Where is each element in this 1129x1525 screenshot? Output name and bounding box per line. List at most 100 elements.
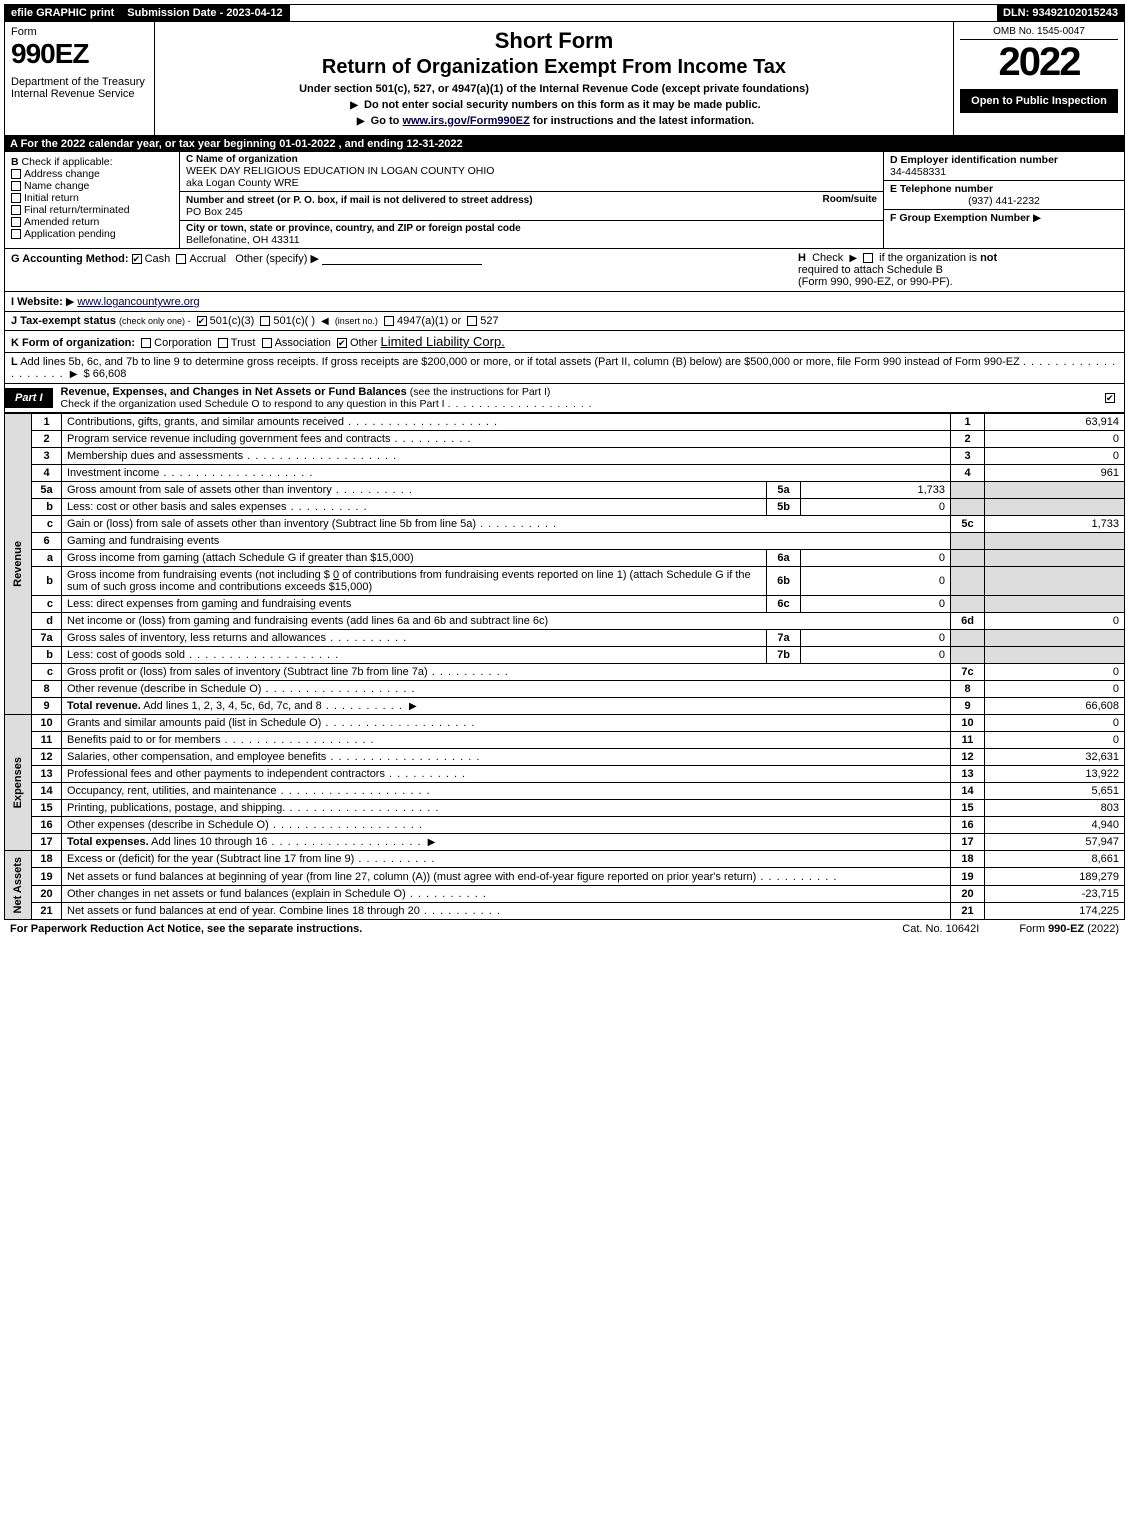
d-ein-label: D Employer identification number xyxy=(890,154,1058,166)
checkbox-icon[interactable] xyxy=(11,181,21,191)
desc-text: Grants and similar amounts paid (list in… xyxy=(67,717,321,729)
website-link[interactable]: www.logancountywre.org xyxy=(77,296,199,308)
checkbox-icon[interactable] xyxy=(11,217,21,227)
dots-fill xyxy=(261,683,415,695)
col-shade xyxy=(951,533,985,550)
desc-text: Gross sales of inventory, less returns a… xyxy=(67,632,326,644)
d-ein: D Employer identification number 34-4458… xyxy=(884,152,1124,181)
part-tag: Part I xyxy=(5,388,53,408)
table-row: Expenses 10 Grants and similar amounts p… xyxy=(5,715,1125,732)
box-value: 0 xyxy=(801,550,951,567)
row-desc: Contributions, gifts, grants, and simila… xyxy=(62,414,951,431)
col-label: 8 xyxy=(951,681,985,698)
title-return: Return of Organization Exempt From Incom… xyxy=(163,56,945,79)
checkbox-icon[interactable] xyxy=(1105,393,1115,403)
table-row: Revenue 1 Contributions, gifts, grants, … xyxy=(5,414,1125,431)
checkbox-icon[interactable] xyxy=(176,254,186,264)
col-label: 21 xyxy=(951,903,985,920)
col-value: 0 xyxy=(985,681,1125,698)
desc-text: Excess or (deficit) for the year (Subtra… xyxy=(67,853,354,865)
row-num: 15 xyxy=(32,800,62,817)
g-other-label: Other (specify) xyxy=(235,253,307,265)
h-not: not xyxy=(980,252,997,264)
c-city-value: Bellefonatine, OH 43311 xyxy=(186,234,877,246)
h-txt1: Check xyxy=(812,252,843,264)
box-value: 0 xyxy=(801,499,951,516)
col-shade xyxy=(951,550,985,567)
j-opt: 527 xyxy=(480,315,498,327)
col-label: 4 xyxy=(951,465,985,482)
row-num: a xyxy=(32,550,62,567)
table-row: 7a Gross sales of inventory, less return… xyxy=(5,630,1125,647)
checkbox-icon[interactable] xyxy=(863,253,873,263)
desc-text: Membership dues and assessments xyxy=(67,450,243,462)
arrow-icon: ▶ xyxy=(310,253,318,265)
row-desc: Excess or (deficit) for the year (Subtra… xyxy=(62,851,951,868)
col-value: 189,279 xyxy=(985,868,1125,885)
checkbox-icon[interactable] xyxy=(11,205,21,215)
goto-pre: Go to xyxy=(371,115,403,127)
checkbox-icon[interactable] xyxy=(11,193,21,203)
col-shade xyxy=(985,647,1125,664)
checkbox-icon[interactable] xyxy=(132,254,142,264)
dots-fill xyxy=(476,518,557,530)
col-shade xyxy=(951,647,985,664)
checkbox-icon[interactable] xyxy=(260,316,270,326)
j-label: J Tax-exempt status xyxy=(11,315,116,327)
desc-text: Professional fees and other payments to … xyxy=(67,768,385,780)
goto-link[interactable]: www.irs.gov/Form990EZ xyxy=(402,115,529,127)
k-opt: Corporation xyxy=(154,337,211,349)
checkbox-icon[interactable] xyxy=(467,316,477,326)
dots-fill xyxy=(159,467,313,479)
box-label: 5b xyxy=(767,499,801,516)
col-value: 57,947 xyxy=(985,834,1125,851)
checkbox-icon[interactable] xyxy=(11,229,21,239)
checkbox-icon[interactable] xyxy=(197,316,207,326)
dots-fill xyxy=(385,768,466,780)
dots-fill xyxy=(277,785,431,797)
c-name-value: WEEK DAY RELIGIOUS EDUCATION IN LOGAN CO… xyxy=(186,165,877,177)
desc-text: Other revenue (describe in Schedule O) xyxy=(67,683,261,695)
table-row: 9 Total revenue. Add lines 1, 2, 3, 4, 5… xyxy=(5,698,1125,715)
footer-left: For Paperwork Reduction Act Notice, see … xyxy=(10,923,362,935)
table-row: 15 Printing, publications, postage, and … xyxy=(5,800,1125,817)
desc-text: Gross amount from sale of assets other t… xyxy=(67,484,332,496)
row-num: 19 xyxy=(32,868,62,885)
table-row: c Gain or (loss) from sale of assets oth… xyxy=(5,516,1125,533)
g-other-input[interactable] xyxy=(322,264,482,265)
desc-text: Printing, publications, postage, and shi… xyxy=(67,802,285,814)
checkbox-icon[interactable] xyxy=(384,316,394,326)
col-label: 9 xyxy=(951,698,985,715)
desc-text: Less: cost or other basis and sales expe… xyxy=(67,501,287,513)
desc-text: Add lines 10 through 16 xyxy=(149,836,268,848)
checkbox-icon[interactable] xyxy=(218,338,228,348)
checkbox-icon[interactable] xyxy=(11,169,21,179)
footer-right-pre: Form xyxy=(1019,923,1048,935)
row-desc: Printing, publications, postage, and shi… xyxy=(62,800,951,817)
dots-fill xyxy=(285,802,439,814)
d-ein-value: 34-4458331 xyxy=(890,166,1118,178)
table-row: 12 Salaries, other compensation, and emp… xyxy=(5,749,1125,766)
part-check-end xyxy=(1105,392,1124,404)
row-num: 8 xyxy=(32,681,62,698)
col-label: 1 xyxy=(951,414,985,431)
col-shade xyxy=(951,630,985,647)
desc-text: Investment income xyxy=(67,467,159,479)
row-num: 20 xyxy=(32,885,62,902)
part-title-text: Revenue, Expenses, and Changes in Net As… xyxy=(61,386,407,398)
info-block: B Check if applicable: Address change Na… xyxy=(4,152,1125,249)
h-txt2: if the organization is xyxy=(879,252,977,264)
dots-fill xyxy=(269,819,423,831)
row-desc: Other revenue (describe in Schedule O) xyxy=(62,681,951,698)
desc-text: Benefits paid to or for members xyxy=(67,734,220,746)
sidebar-netassets: Net Assets xyxy=(10,853,26,917)
checkbox-icon[interactable] xyxy=(141,338,151,348)
line-h: H Check if the organization is not requi… xyxy=(798,252,1118,288)
h-label: H xyxy=(798,252,806,264)
desc-pre: Gross income from fundraising events (no… xyxy=(67,569,330,581)
checkbox-icon[interactable] xyxy=(337,338,347,348)
box-label: 6a xyxy=(767,550,801,567)
checkbox-icon[interactable] xyxy=(262,338,272,348)
b-item: Final return/terminated xyxy=(11,204,173,216)
c-room-label: Room/suite xyxy=(823,194,877,205)
